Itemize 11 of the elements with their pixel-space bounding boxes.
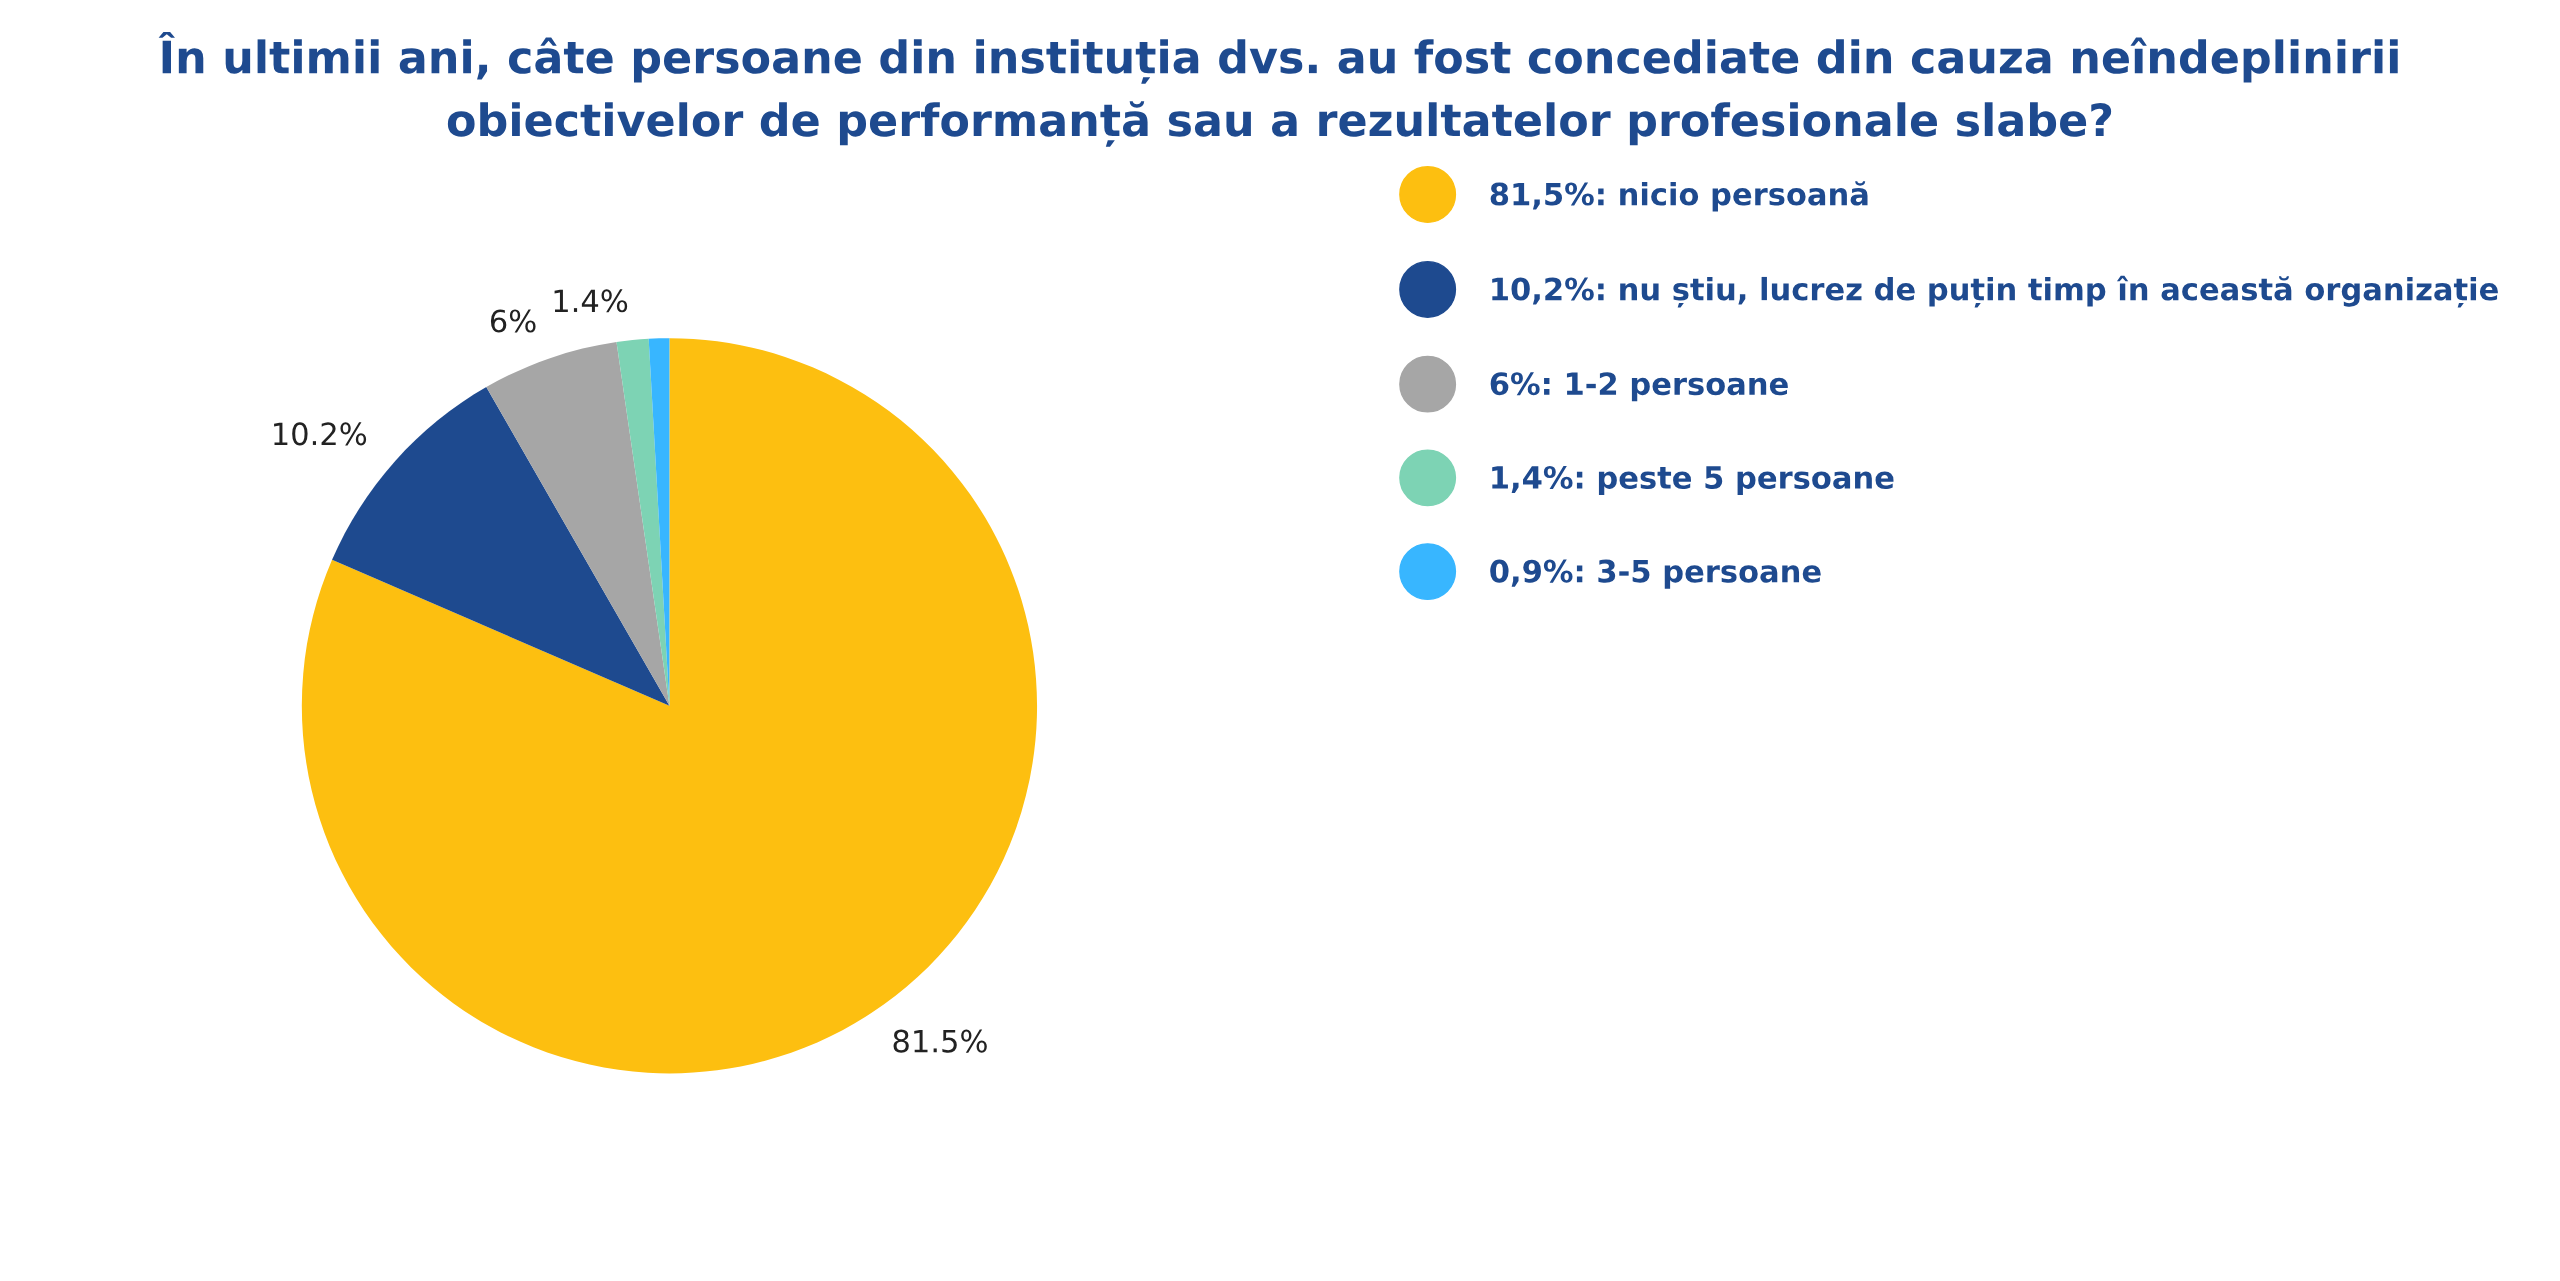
chart-title: În ultimii ani, câte persoane din instituția dvs. au fost concediate din cauza neîndeplinirii obiectivelor de performanță sau a rezultatelor profesionale slabe? — [158, 32, 2398, 147]
legend-label: 0,9%: 3-5 persoane — [1490, 559, 1821, 589]
data-label: 81.5% — [893, 1029, 987, 1053]
legend-label: 6%: 1-2 persoane — [1490, 372, 1788, 402]
data-label: 10.2% — [274, 422, 367, 446]
legend-label: 1,4%: peste 5 persoane — [1492, 465, 1894, 495]
data-label: 6% — [490, 309, 536, 333]
legend-label: 10,2%: nu știu, lucrez de puțin timp în această organizație — [1492, 275, 2498, 308]
data-label: 1.4% — [554, 289, 628, 313]
legend-label: 81,5%: nicio persoană — [1490, 181, 1868, 212]
pie-slice — [486, 342, 670, 706]
